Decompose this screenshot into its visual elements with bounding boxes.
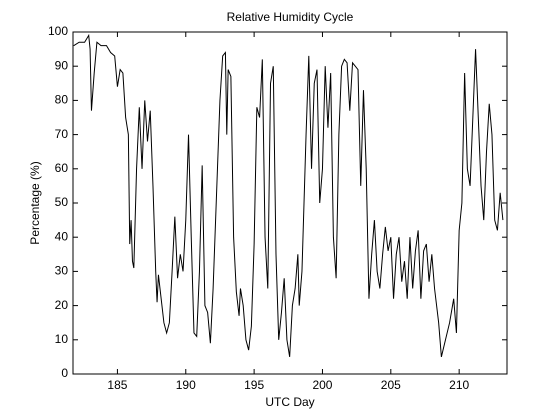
data-line bbox=[73, 33, 504, 358]
y-tick-label: 50 bbox=[55, 195, 69, 209]
x-tick-label: 185 bbox=[107, 378, 127, 392]
y-tick-label: 0 bbox=[61, 366, 68, 380]
y-tick-label: 100 bbox=[48, 24, 68, 38]
x-tick-label: 190 bbox=[176, 378, 196, 392]
x-tick-label: 205 bbox=[381, 378, 401, 392]
y-tick-label: 30 bbox=[55, 264, 69, 278]
chart-title: Relative Humidity Cycle bbox=[227, 10, 354, 24]
x-axis-label: UTC Day bbox=[265, 395, 314, 409]
y-tick-label: 60 bbox=[55, 161, 69, 175]
y-tick-label: 90 bbox=[55, 58, 69, 72]
y-tick-label: 10 bbox=[55, 332, 69, 346]
y-axis-label: Percentage (%) bbox=[28, 161, 42, 244]
y-tick-label: 20 bbox=[55, 298, 69, 312]
x-tick-label: 200 bbox=[312, 378, 332, 392]
y-tick-label: 80 bbox=[55, 93, 69, 107]
x-tick-label: 195 bbox=[244, 378, 264, 392]
y-tick-label: 40 bbox=[55, 229, 69, 243]
x-tick-label: 210 bbox=[449, 378, 469, 392]
y-tick-label: 70 bbox=[55, 127, 69, 141]
